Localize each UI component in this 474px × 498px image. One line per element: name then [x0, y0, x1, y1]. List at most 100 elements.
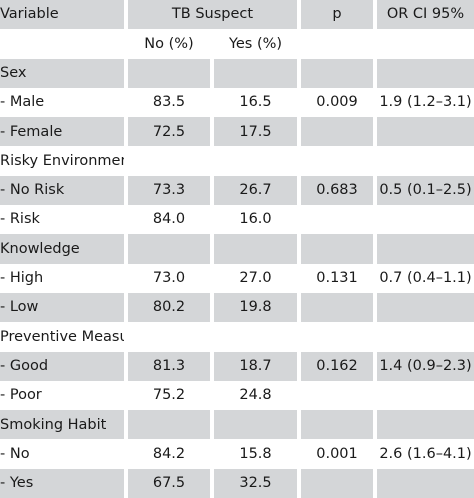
cell-yes-pct: 17.5 [210, 117, 297, 147]
row-label: - Poor [0, 380, 124, 411]
cell-yes-pct: 18.7 [210, 351, 297, 381]
cell-no-pct: 67.5 [124, 468, 210, 498]
group-row: Smoking Habit [0, 410, 474, 440]
cell-or-ci [373, 205, 474, 235]
group-blank-or [373, 146, 474, 176]
cell-yes-pct: 26.7 [210, 175, 297, 206]
table-row: - High 73.0 27.0 0.131 0.7 (0.4–1.1) [0, 263, 474, 293]
group-blank-or [373, 410, 474, 440]
table-row: - No 84.2 15.8 0.001 2.6 (1.6–4.1) [0, 439, 474, 469]
row-label: - Low [0, 292, 124, 323]
group-blank-yes [210, 146, 297, 176]
group-blank-p [297, 322, 373, 352]
table-body: Sex - Male 83.5 16.5 0.009 1.9 (1.2–3.1) - Fem… [0, 58, 474, 498]
group-blank-yes [210, 58, 297, 88]
group-blank-no [124, 410, 210, 440]
group-blank-yes [210, 234, 297, 264]
cell-p-value [297, 117, 373, 147]
cell-no-pct: 73.0 [124, 263, 210, 293]
cell-p-value [297, 292, 373, 323]
cell-yes-pct: 24.8 [210, 380, 297, 411]
row-label: - Male [0, 87, 124, 118]
group-row: Risky Environment [0, 146, 474, 176]
table-row: - Poor 75.2 24.8 [0, 380, 474, 411]
cell-no-pct: 80.2 [124, 292, 210, 323]
subheader-blank-or [373, 29, 474, 59]
group-blank-or [373, 322, 474, 352]
cell-p-value [297, 468, 373, 498]
group-row: Knowledge [0, 234, 474, 264]
group-blank-p [297, 146, 373, 176]
group-blank-or [373, 58, 474, 88]
group-label: Sex [0, 58, 124, 88]
cell-p-value: 0.009 [297, 87, 373, 118]
cell-or-ci [373, 292, 474, 323]
table-row: - Male 83.5 16.5 0.009 1.9 (1.2–3.1) [0, 87, 474, 118]
cell-no-pct: 75.2 [124, 380, 210, 411]
group-row: Preventive Measures [0, 322, 474, 352]
header-row: Variable TB Suspect p OR CI 95% [0, 0, 474, 30]
cell-no-pct: 83.5 [124, 87, 210, 118]
group-blank-p [297, 234, 373, 264]
cell-or-ci [373, 468, 474, 498]
subheader-row: No (%) Yes (%) [0, 29, 474, 59]
header-no-pct: No (%) [124, 29, 210, 59]
cell-p-value [297, 205, 373, 235]
header-tb-suspect: TB Suspect [124, 0, 297, 30]
group-blank-no [124, 234, 210, 264]
cell-no-pct: 84.0 [124, 205, 210, 235]
cell-no-pct: 72.5 [124, 117, 210, 147]
cell-or-ci: 0.5 (0.1–2.5) [373, 175, 474, 206]
cell-no-pct: 81.3 [124, 351, 210, 381]
subheader-blank-p [297, 29, 373, 59]
group-blank-yes [210, 410, 297, 440]
group-label: Knowledge [0, 234, 124, 264]
row-label: - Good [0, 351, 124, 381]
header-or-ci: OR CI 95% [373, 0, 474, 30]
group-blank-p [297, 58, 373, 88]
cell-yes-pct: 16.0 [210, 205, 297, 235]
group-blank-no [124, 322, 210, 352]
cell-p-value: 0.683 [297, 175, 373, 206]
header-p: p [297, 0, 373, 30]
subheader-blank [0, 29, 124, 59]
group-row: Sex [0, 58, 474, 88]
cell-or-ci [373, 117, 474, 147]
cell-yes-pct: 32.5 [210, 468, 297, 498]
header-yes-pct: Yes (%) [210, 29, 297, 59]
cell-or-ci [373, 380, 474, 411]
row-label: - High [0, 263, 124, 293]
cell-no-pct: 73.3 [124, 175, 210, 206]
group-label: Preventive Measures [0, 322, 124, 352]
cell-yes-pct: 16.5 [210, 87, 297, 118]
group-label: Risky Environment [0, 146, 124, 176]
cell-yes-pct: 15.8 [210, 439, 297, 469]
cell-or-ci: 2.6 (1.6–4.1) [373, 439, 474, 469]
table-row: - No Risk 73.3 26.7 0.683 0.5 (0.1–2.5) [0, 175, 474, 206]
cell-p-value: 0.131 [297, 263, 373, 293]
cell-p-value: 0.001 [297, 439, 373, 469]
cell-or-ci: 0.7 (0.4–1.1) [373, 263, 474, 293]
cell-yes-pct: 19.8 [210, 292, 297, 323]
header-variable: Variable [0, 0, 124, 30]
row-label: - No [0, 439, 124, 469]
group-label: Smoking Habit [0, 410, 124, 440]
row-label: - Yes [0, 468, 124, 498]
group-blank-or [373, 234, 474, 264]
cell-p-value [297, 380, 373, 411]
cell-or-ci: 1.4 (0.9–2.3) [373, 351, 474, 381]
cell-p-value: 0.162 [297, 351, 373, 381]
cell-yes-pct: 27.0 [210, 263, 297, 293]
group-blank-no [124, 146, 210, 176]
table-row: - Female 72.5 17.5 [0, 117, 474, 147]
row-label: - Female [0, 117, 124, 147]
group-blank-no [124, 58, 210, 88]
row-label: - No Risk [0, 175, 124, 206]
table-row: - Yes 67.5 32.5 [0, 468, 474, 498]
cell-or-ci: 1.9 (1.2–3.1) [373, 87, 474, 118]
group-blank-yes [210, 322, 297, 352]
table-row: - Risk 84.0 16.0 [0, 205, 474, 235]
table-row: - Good 81.3 18.7 0.162 1.4 (0.9–2.3) [0, 351, 474, 381]
table-row: - Low 80.2 19.8 [0, 292, 474, 323]
